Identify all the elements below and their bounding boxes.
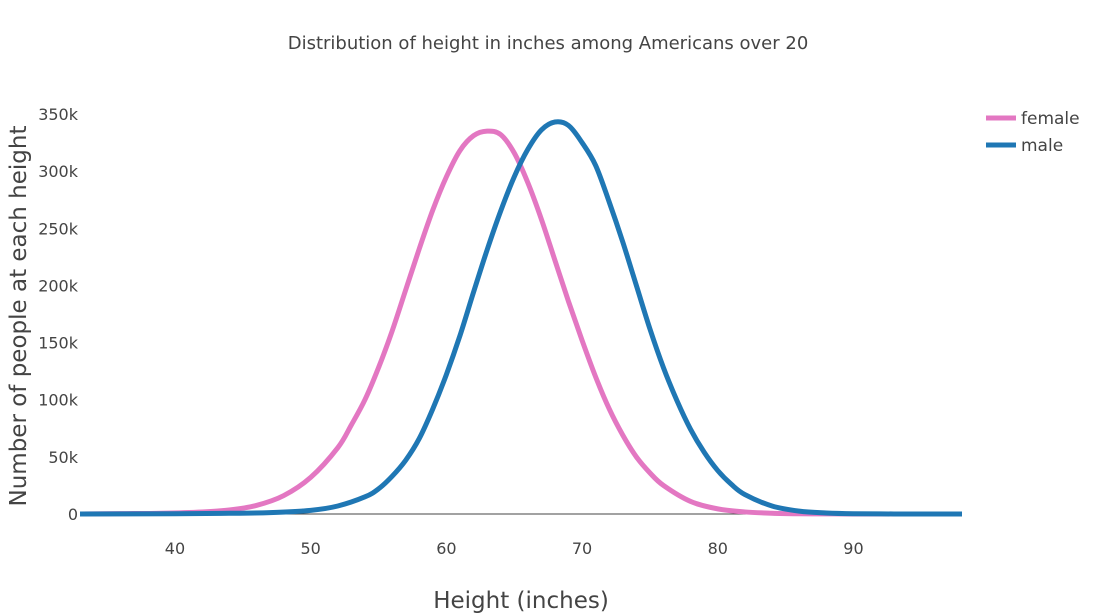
x-axis-ticks: 40 50 60 70 80 90 [165,539,864,558]
y-axis-title: Number of people at each height [6,126,32,507]
y-tick-label: 100k [38,391,79,410]
y-tick-label: 350k [38,105,79,124]
y-tick-label: 150k [38,334,79,353]
x-tick-label: 70 [572,539,592,558]
x-tick-label: 50 [300,539,320,558]
series-lines [79,119,963,517]
legend-item-female[interactable]: female [986,109,1080,129]
chart-title: Distribution of height in inches among A… [288,33,809,54]
series-line-male [79,119,963,517]
x-tick-label: 80 [708,539,728,558]
y-tick-label: 0 [68,505,78,524]
legend[interactable]: female male [986,109,1080,156]
series-line-female [79,128,962,517]
legend-label: male [1021,136,1063,156]
y-tick-label: 300k [38,162,79,181]
x-axis-title: Height (inches) [433,588,609,614]
x-tick-label: 90 [843,539,863,558]
legend-item-male[interactable]: male [986,136,1063,156]
x-tick-label: 40 [165,539,185,558]
y-tick-label: 200k [38,276,79,295]
y-axis-ticks: 0 50k 100k 150k 200k 250k 300k 350k [38,105,79,524]
y-tick-label: 250k [38,219,79,238]
x-tick-label: 60 [436,539,456,558]
legend-label: female [1021,109,1080,129]
y-tick-label: 50k [48,448,78,467]
